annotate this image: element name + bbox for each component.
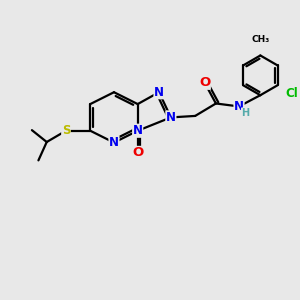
Text: N: N [109, 136, 119, 149]
Text: S: S [62, 124, 70, 137]
Text: N: N [166, 111, 176, 124]
Text: Cl: Cl [285, 87, 298, 100]
Text: O: O [199, 76, 210, 89]
Text: N: N [133, 124, 143, 137]
Text: N: N [234, 100, 244, 113]
Text: H: H [242, 108, 250, 118]
Text: N: N [154, 86, 164, 99]
Text: CH₃: CH₃ [251, 35, 269, 44]
Text: O: O [132, 146, 143, 160]
